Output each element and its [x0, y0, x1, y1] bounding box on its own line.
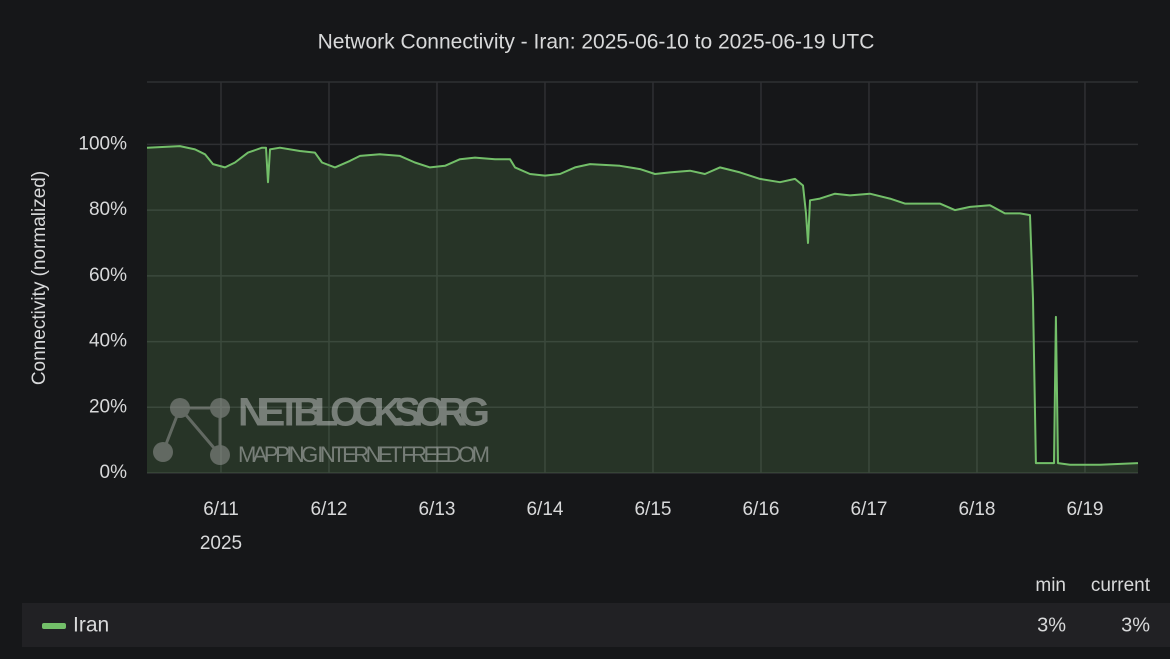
- x-tick-label: 6/18: [958, 499, 995, 520]
- y-tick-label: 100%: [78, 133, 127, 154]
- x-tick-label: 6/12: [310, 499, 347, 520]
- logo-dot: [210, 398, 230, 418]
- y-tick-label: 0%: [100, 462, 128, 483]
- legend-stat: 3%: [1037, 614, 1066, 636]
- logo-dot: [170, 398, 190, 418]
- plot: [146, 145, 1139, 473]
- watermark: NETBLOCKS.ORG MAPPING INTERNET FREEDOM: [153, 391, 490, 467]
- x-tick-label: 6/13: [418, 499, 455, 520]
- x-tick-label: 6/19: [1066, 499, 1103, 520]
- logo-dot: [153, 442, 173, 462]
- grid: 0% 20% 40% 60% 80% 100%: [78, 81, 1138, 483]
- area-fill: [147, 146, 1138, 473]
- logo-dot: [210, 445, 230, 465]
- x-tick-label: 6/14: [526, 499, 563, 520]
- legend-row: [22, 603, 1170, 647]
- watermark-title: NETBLOCKS.ORG: [238, 391, 490, 435]
- y-tick-label: 80%: [89, 199, 127, 220]
- legend-swatch: [42, 623, 66, 629]
- y-tick-label: 20%: [89, 396, 127, 417]
- logo-lines: [161, 406, 222, 456]
- x-tick-label: 6/15: [634, 499, 671, 520]
- y-tick-label: 60%: [89, 265, 127, 286]
- legend-label: Iran: [73, 614, 109, 637]
- legend-column-header: current: [1091, 575, 1151, 596]
- y-tick-label: 40%: [89, 331, 127, 352]
- x-axis: 6/11 6/12 6/13 6/14 6/15 6/16 6/17 6/18 6/19: [203, 499, 1103, 520]
- x-tick-label: 6/17: [850, 499, 887, 520]
- legend: Iran min 3% current 3%: [42, 575, 1151, 637]
- watermark-subtitle: MAPPING INTERNET FREEDOM: [238, 442, 490, 467]
- line: [146, 145, 1139, 466]
- x-tick-label: 6/11: [203, 499, 239, 520]
- legend-stat: 3%: [1121, 614, 1150, 636]
- y-axis-label: Connectivity (normalized): [29, 171, 50, 385]
- legend-column-header: min: [1035, 575, 1066, 596]
- x-tick-label: 6/16: [742, 499, 779, 520]
- chart-title: Network Connectivity - Iran: 2025-06-10 …: [318, 31, 875, 54]
- x-year-label: 2025: [200, 533, 242, 554]
